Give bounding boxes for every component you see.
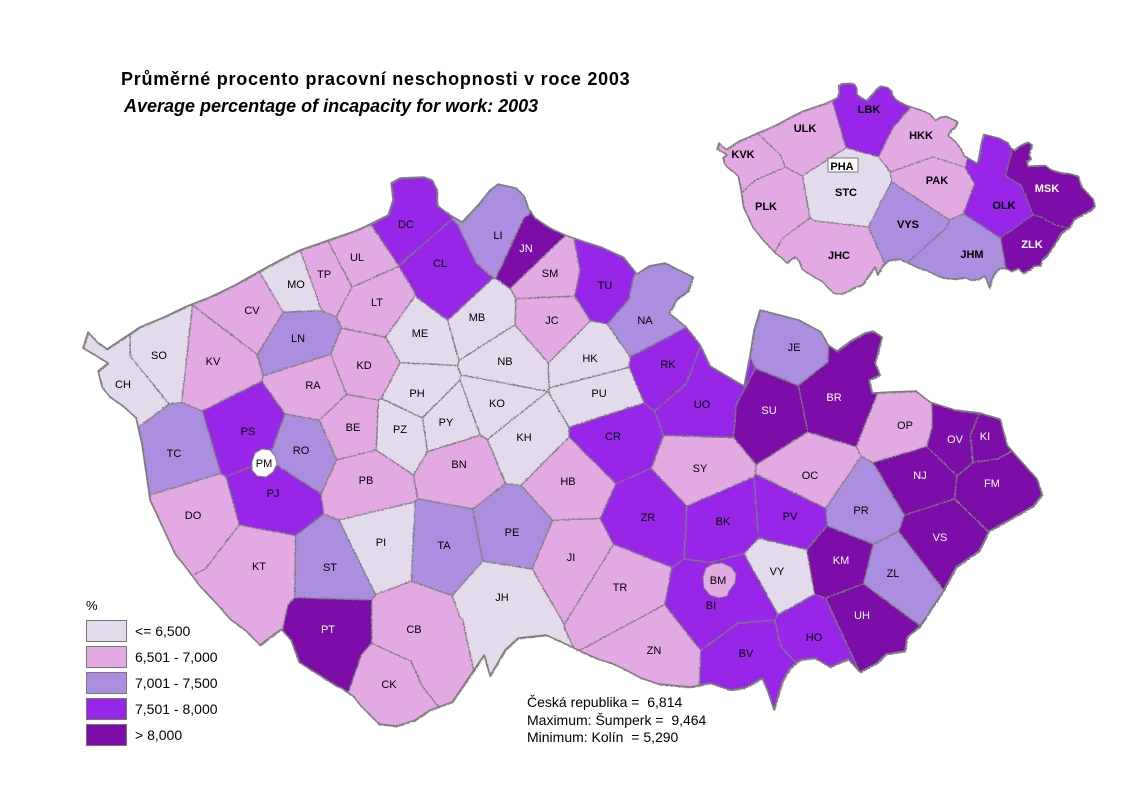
svg-text:PY: PY	[439, 417, 454, 429]
svg-text:KT: KT	[252, 561, 266, 573]
svg-text:ULK: ULK	[794, 123, 817, 135]
svg-text:STC: STC	[835, 187, 857, 199]
svg-text:KH: KH	[516, 432, 531, 444]
svg-text:DO: DO	[185, 510, 202, 522]
svg-text:JN: JN	[519, 243, 533, 255]
svg-text:LN: LN	[291, 333, 305, 345]
svg-text:LT: LT	[371, 297, 383, 309]
svg-text:CH: CH	[115, 379, 131, 391]
svg-text:KI: KI	[980, 431, 990, 443]
svg-text:SM: SM	[542, 268, 559, 280]
svg-text:HKK: HKK	[909, 130, 933, 142]
svg-text:KD: KD	[356, 360, 371, 372]
svg-text:TC: TC	[167, 448, 182, 460]
svg-text:DC: DC	[398, 219, 414, 231]
svg-text:BK: BK	[716, 516, 731, 528]
svg-text:PS: PS	[241, 426, 256, 438]
svg-text:JHC: JHC	[828, 250, 850, 262]
svg-text:CL: CL	[433, 258, 447, 270]
svg-text:TA: TA	[437, 540, 451, 552]
svg-text:HB: HB	[560, 476, 575, 488]
svg-text:PH: PH	[409, 388, 424, 400]
svg-text:PLK: PLK	[755, 201, 777, 213]
svg-text:PM: PM	[256, 458, 273, 470]
svg-text:ZN: ZN	[647, 645, 662, 657]
svg-text:PV: PV	[783, 511, 798, 523]
svg-text:KM: KM	[833, 555, 850, 567]
svg-text:OC: OC	[802, 470, 819, 482]
svg-text:SU: SU	[761, 405, 776, 417]
svg-text:SY: SY	[693, 463, 708, 475]
svg-text:JE: JE	[788, 342, 801, 354]
svg-text:PI: PI	[376, 537, 386, 549]
svg-text:JHM: JHM	[960, 249, 983, 261]
svg-text:LBK: LBK	[858, 104, 881, 116]
svg-text:PR: PR	[853, 505, 868, 517]
svg-text:ST: ST	[323, 562, 337, 574]
svg-text:VS: VS	[933, 532, 948, 544]
svg-text:JC: JC	[545, 315, 559, 327]
svg-text:PAK: PAK	[926, 175, 948, 187]
svg-text:HK: HK	[582, 353, 598, 365]
svg-text:PE: PE	[505, 527, 520, 539]
svg-text:HO: HO	[806, 632, 823, 644]
svg-text:NJ: NJ	[913, 470, 926, 482]
svg-text:LI: LI	[493, 230, 502, 242]
svg-text:CK: CK	[381, 679, 397, 691]
svg-text:BE: BE	[346, 422, 361, 434]
svg-text:BI: BI	[706, 600, 716, 612]
svg-text:NB: NB	[497, 356, 512, 368]
svg-text:UH: UH	[854, 610, 870, 622]
svg-text:PU: PU	[591, 388, 606, 400]
svg-text:KO: KO	[489, 398, 505, 410]
svg-text:OLK: OLK	[992, 200, 1015, 212]
svg-text:UO: UO	[694, 399, 711, 411]
svg-text:JH: JH	[495, 592, 509, 604]
svg-text:CB: CB	[406, 624, 421, 636]
svg-text:PJ: PJ	[267, 488, 280, 500]
svg-text:RK: RK	[660, 359, 676, 371]
svg-text:RO: RO	[293, 445, 310, 457]
svg-text:PB: PB	[359, 475, 374, 487]
svg-text:TU: TU	[598, 280, 613, 292]
svg-text:BR: BR	[826, 392, 841, 404]
svg-text:CR: CR	[605, 431, 621, 443]
svg-text:ZLK: ZLK	[1021, 239, 1042, 251]
svg-text:BM: BM	[710, 575, 727, 587]
svg-text:VYS: VYS	[897, 219, 919, 231]
svg-text:PHA: PHA	[830, 161, 853, 173]
svg-text:RA: RA	[305, 380, 321, 392]
svg-text:VY: VY	[770, 566, 785, 578]
svg-text:NA: NA	[637, 315, 653, 327]
svg-text:PZ: PZ	[393, 424, 407, 436]
svg-text:TR: TR	[613, 582, 628, 594]
svg-text:FM: FM	[984, 478, 1000, 490]
svg-text:ME: ME	[412, 328, 429, 340]
svg-text:PT: PT	[321, 624, 335, 636]
svg-text:BV: BV	[739, 648, 754, 660]
svg-text:ZL: ZL	[887, 568, 900, 580]
svg-text:ZR: ZR	[641, 512, 656, 524]
svg-text:TP: TP	[317, 269, 331, 281]
svg-text:SO: SO	[151, 350, 167, 362]
svg-text:MB: MB	[469, 312, 486, 324]
svg-text:KV: KV	[206, 356, 221, 368]
svg-text:MO: MO	[287, 279, 305, 291]
svg-text:KVK: KVK	[731, 149, 754, 161]
svg-text:JI: JI	[567, 552, 576, 564]
svg-text:OV: OV	[947, 434, 964, 446]
svg-text:BN: BN	[451, 459, 466, 471]
svg-text:MSK: MSK	[1035, 183, 1060, 195]
svg-text:OP: OP	[897, 420, 913, 432]
svg-text:CV: CV	[244, 305, 260, 317]
svg-text:UL: UL	[350, 252, 364, 264]
